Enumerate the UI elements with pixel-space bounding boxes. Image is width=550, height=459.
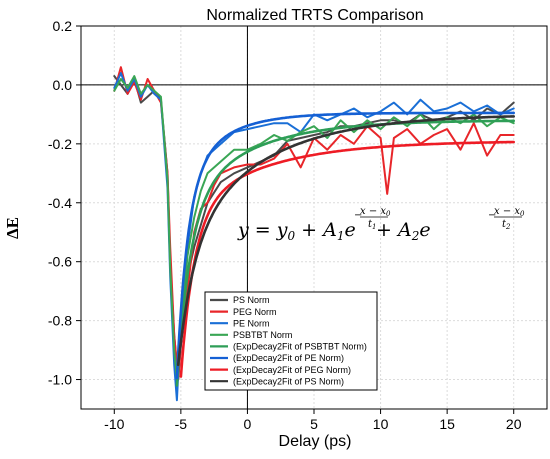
y-axis-label: ΔE [3,217,22,239]
x-axis-label: Delay (ps) [279,433,352,450]
eq-e1: e [344,219,355,241]
eq-lhs: y = y [237,219,288,241]
x-tick-label: 0 [244,416,252,432]
legend-entry-3: PSBTBT Norm [233,330,292,340]
eq-exp2-den-sub: 2 [505,223,511,231]
eq-sub0: 0 [287,229,295,243]
eq-minus1: − [354,210,362,221]
eq-exp1-den: t [368,219,373,230]
legend-entry-0: PS Norm [233,295,270,305]
x-tick-label: -10 [104,416,124,432]
y-tick-label: 0.0 [53,77,73,93]
svg-text:t1: t1 [368,219,377,231]
series-line-5 [175,111,515,380]
y-tick-label: 0.2 [53,18,73,34]
legend-entry-7: (ExpDecay2Fit of PS Norm) [233,376,344,386]
svg-text:t2: t2 [502,219,511,231]
y-tick-label: -0.4 [48,195,72,211]
series-layer [113,66,515,402]
eq-plus2: + A [376,219,412,241]
svg-text:x − x0: x − x0 [494,206,525,218]
eq-sub1: 1 [337,229,345,243]
eq-minus2: − [488,210,496,221]
chart-title: Normalized TRTS Comparison [206,7,423,24]
series-line-2 [113,72,515,402]
eq-exp2-den: t [502,219,507,230]
legend-entry-2: PE Norm [233,318,270,328]
x-tick-label: 10 [373,416,389,432]
legend-entry-1: PEG Norm [233,307,277,317]
eq-e2: e [419,219,430,241]
x-tick-label: 15 [439,416,455,432]
x-tick-label: 5 [310,416,318,432]
eq-exp1-num-sub: 0 [386,210,391,218]
x-tick-label: -5 [175,416,188,432]
svg-text:y = y0 + A1e: y = y0 + A1e [237,219,356,243]
legend-box [204,291,378,391]
eq-plus1: + A [295,219,337,241]
legend-entry-5: (ExpDecay2Fit of PE Norm) [233,353,344,363]
svg-text:x − x0: x − x0 [360,206,391,218]
y-tick-label: -0.6 [48,254,72,270]
axis-ticks: -10 -5 0 5 10 15 20-1.0-0.8-0.6-0.4-0.20.00.2 [48,18,522,432]
fit-equation: y = y0 + A1e + A2e − x − x0 t1 − x − x0 … [237,206,525,243]
svg-text:+ A2e: + A2e [376,219,431,243]
legend-entry-4: (ExpDecay2Fit of PSBTBT Norm) [233,342,367,352]
x-tick-label: 20 [506,416,522,432]
y-tick-label: -0.2 [48,136,72,152]
eq-sub2: 2 [411,229,420,243]
eq-exp1-num: x − x [360,206,386,217]
eq-exp2-num: x − x [494,206,520,217]
eq-exp2-num-sub: 0 [520,210,525,218]
series-line-7 [176,115,515,367]
eq-exp1-den-sub: 1 [372,223,376,231]
legend-entry-6: (ExpDecay2Fit of PEG Norm) [233,365,351,375]
series-line-4 [175,119,515,387]
y-tick-label: -0.8 [48,313,72,329]
y-tick-label: -1.0 [48,372,72,388]
